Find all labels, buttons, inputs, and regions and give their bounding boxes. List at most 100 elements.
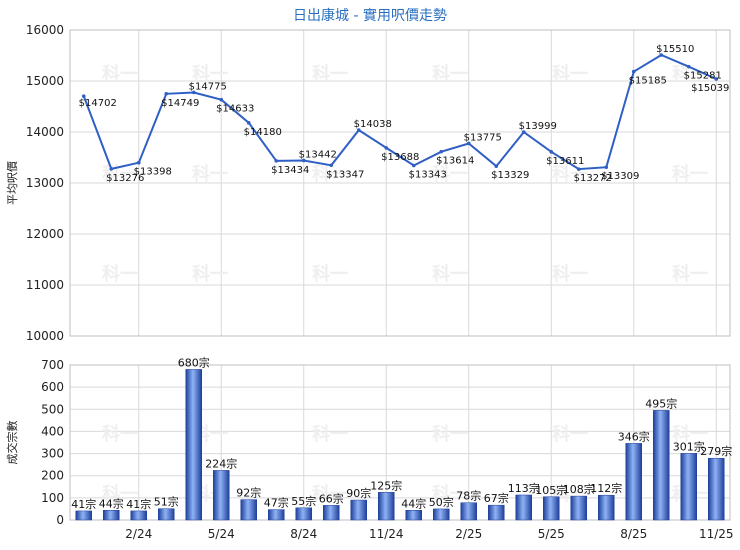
price-data-label: $13611	[546, 156, 584, 167]
volume-data-label: 108宗	[563, 482, 595, 496]
price-data-label: $14775	[189, 81, 227, 92]
volume-bar	[625, 443, 642, 521]
watermark: 科一	[432, 63, 468, 85]
price-plot-frame	[69, 29, 731, 337]
volume-ytick-label: 200	[41, 469, 64, 483]
price-data-label: $13272	[574, 173, 612, 184]
price-data-label: $14038	[354, 119, 392, 130]
volume-xtick-label: 5/24	[208, 527, 235, 541]
volume-data-label: 55宗	[291, 494, 316, 508]
price-point	[494, 164, 499, 169]
price-data-label: $15281	[684, 71, 722, 82]
price-ytick-label: 10000	[26, 329, 64, 343]
watermark: 科一	[552, 423, 588, 445]
volume-bar	[350, 499, 367, 521]
volume-data-label: 41宗	[126, 497, 151, 511]
price-y-axis-title: 平均呎價	[5, 161, 19, 205]
volume-data-label: 44宗	[401, 496, 426, 510]
volume-data-label: 113宗	[508, 481, 540, 495]
volume-bar	[240, 499, 257, 521]
price-point	[439, 149, 444, 154]
price-point	[246, 121, 251, 125]
volume-ytick-label: 300	[41, 447, 64, 461]
price-data-label: $14749	[161, 98, 199, 109]
watermark: 科一	[432, 163, 468, 185]
volume-panel: 2/24 5/24 8/24 11/24 2/25 5/25 8/25 11/25 0 100 20…	[5, 355, 734, 541]
volume-ytick-label: 0	[56, 513, 64, 527]
volume-ytick-label: 100	[41, 491, 64, 505]
price-data-label: $13688	[381, 152, 419, 163]
watermark: 科一	[102, 63, 138, 85]
volume-data-label: 44宗	[99, 496, 124, 510]
watermark: 科一	[672, 163, 708, 185]
volume-ytick-label: 700	[41, 358, 64, 372]
volume-data-label: 224宗	[205, 456, 237, 470]
volume-data-label: 92宗	[236, 486, 261, 500]
price-point	[356, 128, 361, 132]
price-point	[301, 158, 306, 163]
volume-ytick-label: 400	[41, 424, 64, 438]
volume-data-label: 279宗	[700, 444, 732, 458]
volume-bar	[75, 510, 92, 521]
volume-ytick-label: 500	[41, 402, 64, 416]
price-point	[191, 90, 196, 95]
volume-data-label: 301宗	[673, 439, 705, 453]
price-point	[274, 159, 279, 163]
price-data-label: $13329	[491, 170, 529, 181]
price-panel: 10000110001200013000140001500016000科一 科一科…	[5, 23, 731, 343]
watermark: 科一	[102, 483, 138, 505]
watermark: 科一	[102, 423, 138, 445]
price-ytick-label: 13000	[26, 176, 64, 190]
watermark: 科一	[552, 263, 588, 285]
volume-data-label: 105宗	[535, 483, 567, 497]
watermark: 科一	[312, 163, 348, 185]
volume-bar	[185, 369, 202, 521]
volume-plot-frame	[69, 364, 731, 521]
price-point	[631, 69, 636, 74]
price-point	[164, 92, 169, 96]
volume-bar	[323, 505, 340, 521]
chart-title: 日出康城 - 實用呎價走勢	[293, 7, 447, 24]
price-data-label: $13614	[436, 156, 474, 167]
price-point	[81, 94, 86, 98]
watermark: 科一	[192, 163, 228, 185]
watermark: 科一	[432, 483, 468, 505]
watermark: 科一	[552, 63, 588, 85]
volume-data-label: 51宗	[154, 495, 179, 509]
volume-data-label: 112宗	[590, 481, 622, 495]
volume-xtick-label: 2/25	[455, 527, 482, 541]
price-data-label: $15510	[656, 44, 694, 55]
volume-bar	[295, 507, 312, 521]
volume-bar	[653, 410, 670, 521]
watermark: 科一	[192, 263, 228, 285]
volume-data-label: 90宗	[346, 486, 371, 500]
volume-xtick-label: 5/25	[538, 527, 565, 541]
price-ytick-label: 14000	[26, 125, 64, 139]
volume-y-axis-title: 成交宗數	[5, 421, 19, 465]
volume-data-label: 50宗	[429, 495, 454, 509]
price-point	[714, 77, 719, 81]
volume-data-label: 47宗	[264, 496, 289, 510]
price-ytick-label: 11000	[26, 278, 64, 292]
volume-bar	[213, 470, 230, 521]
watermark: 科一	[312, 423, 348, 445]
price-ytick-label: 16000	[26, 23, 64, 37]
volume-xtick-label: 2/24	[125, 527, 152, 541]
price-point	[466, 141, 471, 146]
watermark: 科一	[102, 263, 138, 285]
price-point	[686, 64, 691, 69]
volume-bar	[158, 508, 175, 521]
price-ytick-label: 12000	[26, 227, 64, 241]
volume-bar	[488, 504, 505, 521]
price-data-label: $13434	[271, 165, 309, 176]
watermark: 科一	[192, 63, 228, 85]
volume-data-label: 66宗	[319, 491, 344, 505]
price-point	[659, 53, 664, 57]
volume-bar	[103, 510, 120, 521]
volume-bar	[405, 510, 422, 521]
volume-bar	[680, 453, 697, 521]
volume-bar	[268, 509, 285, 521]
price-data-label: $14702	[79, 98, 117, 109]
volume-data-label: 346宗	[618, 429, 650, 443]
volume-ytick-label: 600	[41, 380, 64, 394]
